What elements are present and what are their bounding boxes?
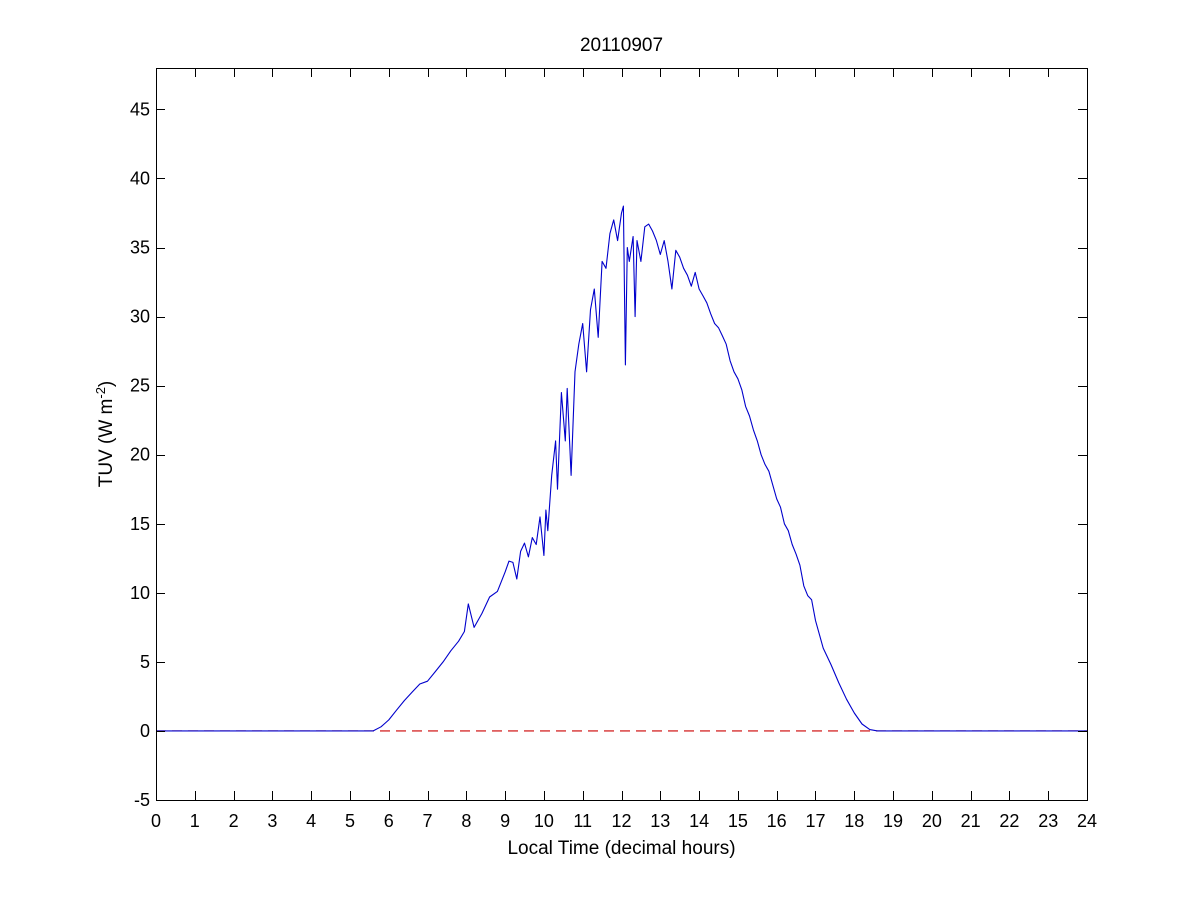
plot-area — [156, 68, 1087, 800]
x-tick-label: 5 — [345, 811, 355, 831]
y-axis-label-superscript: -2 — [93, 387, 108, 399]
x-tick-label: 17 — [805, 811, 825, 831]
x-tick-label: 8 — [461, 811, 471, 831]
x-tick-label: 10 — [534, 811, 554, 831]
y-axis-label-main: TUV (W m — [96, 399, 117, 488]
series-layer — [156, 205, 1087, 732]
y-tick-label: 20 — [130, 445, 150, 465]
y-tick-label: 45 — [130, 99, 150, 119]
x-tick-label: 7 — [423, 811, 433, 831]
y-tick-label: -5 — [134, 790, 150, 810]
x-tick-label: 19 — [883, 811, 903, 831]
x-tick-label: 21 — [961, 811, 981, 831]
y-tick-label: 25 — [130, 376, 150, 396]
x-tick-label: 22 — [999, 811, 1019, 831]
y-tick-label: 0 — [140, 721, 150, 741]
x-tick-label: 13 — [650, 811, 670, 831]
y-tick-label: 35 — [130, 238, 150, 258]
x-tick-label: 0 — [151, 811, 161, 831]
x-tick-label: 12 — [611, 811, 631, 831]
chart-title: 20110907 — [580, 35, 663, 56]
x-tick-label: 11 — [573, 811, 592, 831]
x-tick-label: 15 — [728, 811, 748, 831]
y-tick-label: 40 — [130, 168, 150, 188]
ticks-layer: 0 1 2 3 4 5 6 7 8 9 10 11 12 13 14 15 16 17 18 19 20 21 22 23 24… — [130, 68, 1097, 831]
y-tick-label: 30 — [130, 307, 150, 327]
x-tick-label: 1 — [190, 811, 200, 831]
x-tick-label: 3 — [267, 811, 277, 831]
y-tick-label: 5 — [140, 652, 150, 672]
x-tick-label: 18 — [844, 811, 864, 831]
y-axis-label-close: ) — [96, 381, 117, 387]
x-tick-label: 2 — [229, 811, 239, 831]
y-axis-label: TUV (W m-2) — [93, 381, 118, 488]
x-axis-label: Local Time (decimal hours) — [507, 838, 735, 859]
x-tick-label: 6 — [384, 811, 394, 831]
x-tick-label: 23 — [1038, 811, 1058, 831]
x-tick-label: 4 — [306, 811, 316, 831]
x-tick-label: 14 — [689, 811, 709, 831]
y-tick-label: 15 — [130, 514, 150, 534]
tuv-series-line — [156, 205, 1087, 732]
x-tick-label: 16 — [767, 811, 787, 831]
y-tick-label: 10 — [130, 583, 150, 603]
x-tick-label: 9 — [500, 811, 510, 831]
x-tick-label: 24 — [1077, 811, 1097, 831]
x-tick-label: 20 — [922, 811, 942, 831]
